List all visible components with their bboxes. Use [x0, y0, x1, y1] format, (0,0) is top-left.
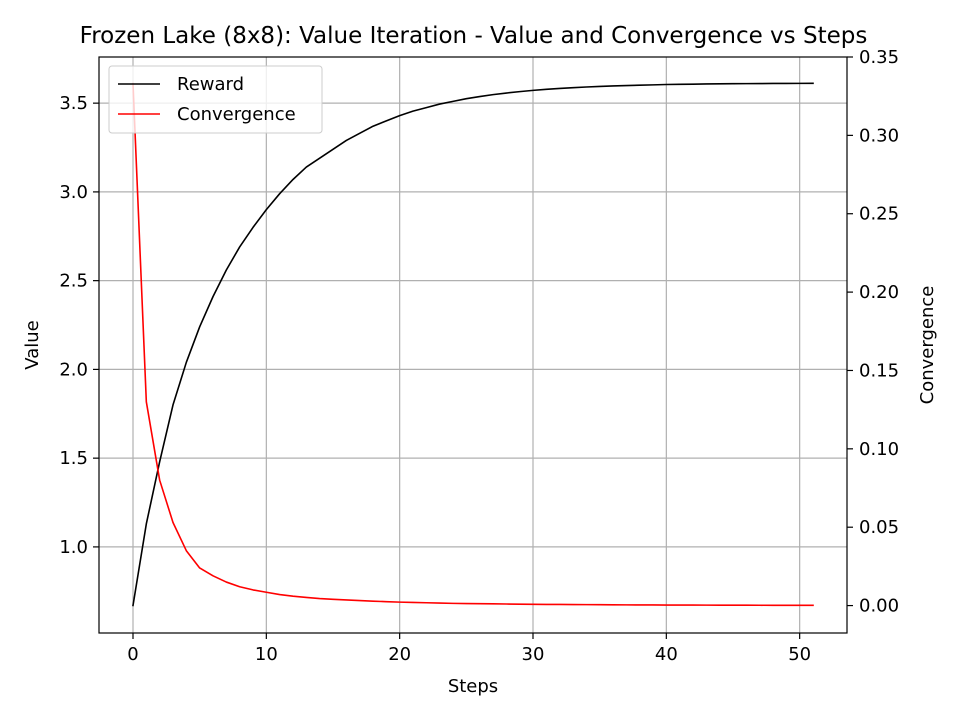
y-tick-label: 1.0: [59, 537, 88, 558]
grid: [99, 57, 847, 633]
legend-box: [108, 65, 323, 134]
series-line-convergence: [132, 82, 814, 607]
y2-tick-label: 0.15: [859, 360, 899, 381]
y2-axis-title: Convergence: [917, 286, 938, 405]
y-tick-label: 3.0: [59, 182, 88, 203]
x-tick-label: 30: [522, 644, 545, 665]
series-lines: [132, 82, 814, 607]
y2-tick-label: 0.35: [859, 47, 899, 68]
y2-tick-label: 0.00: [859, 596, 899, 617]
y2-tick-label: 0.05: [859, 517, 899, 538]
chart-title: Frozen Lake (8x8): Value Iteration - Val…: [80, 23, 868, 49]
y-tick-label: 1.5: [59, 448, 88, 469]
x-tick-label: 20: [388, 644, 411, 665]
legend-label-convergence: Convergence: [177, 104, 296, 125]
y-axis-title: Value: [22, 320, 43, 369]
x-tick-label: 0: [127, 644, 138, 665]
x-tick-label: 10: [255, 644, 278, 665]
y2-tick-label: 0.10: [859, 439, 899, 460]
y-tick-label: 3.5: [59, 93, 88, 114]
x-tick-label: 50: [788, 644, 811, 665]
y-tick-label: 2.5: [59, 271, 88, 292]
x-axis-title: Steps: [448, 676, 498, 697]
y-tick-label: 2.0: [59, 359, 88, 380]
series-line-reward: [132, 82, 814, 607]
legend-label-reward: Reward: [177, 74, 244, 95]
y2-tick-label: 0.25: [859, 204, 899, 225]
x-tick-label: 40: [655, 644, 678, 665]
y2-tick-label: 0.30: [859, 125, 899, 146]
y2-tick-label: 0.20: [859, 282, 899, 303]
legend: Reward Convergence: [108, 65, 323, 134]
plot-area-frame: [98, 56, 848, 634]
axis-ticks: 0 10 20 30 40 50 1.0 1.5 2.0 2.5 3.0 3.5 0.00 0.05 0.1…: [59, 47, 899, 665]
